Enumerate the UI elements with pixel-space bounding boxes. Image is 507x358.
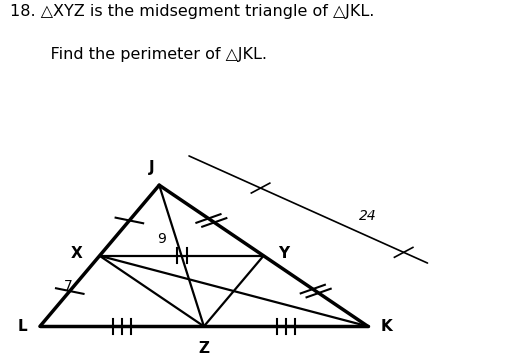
Text: X: X	[70, 246, 82, 261]
Text: Z: Z	[198, 341, 209, 356]
Text: K: K	[380, 319, 392, 334]
Text: 7: 7	[63, 279, 73, 293]
Text: 18. △XYZ is the midsegment triangle of △JKL.: 18. △XYZ is the midsegment triangle of △…	[10, 4, 375, 19]
Text: 9: 9	[157, 232, 166, 246]
Text: Find the perimeter of △JKL.: Find the perimeter of △JKL.	[30, 47, 267, 62]
Text: J: J	[149, 160, 155, 175]
Text: 24: 24	[359, 209, 377, 223]
Text: L: L	[18, 319, 27, 334]
Text: Y: Y	[278, 246, 289, 261]
